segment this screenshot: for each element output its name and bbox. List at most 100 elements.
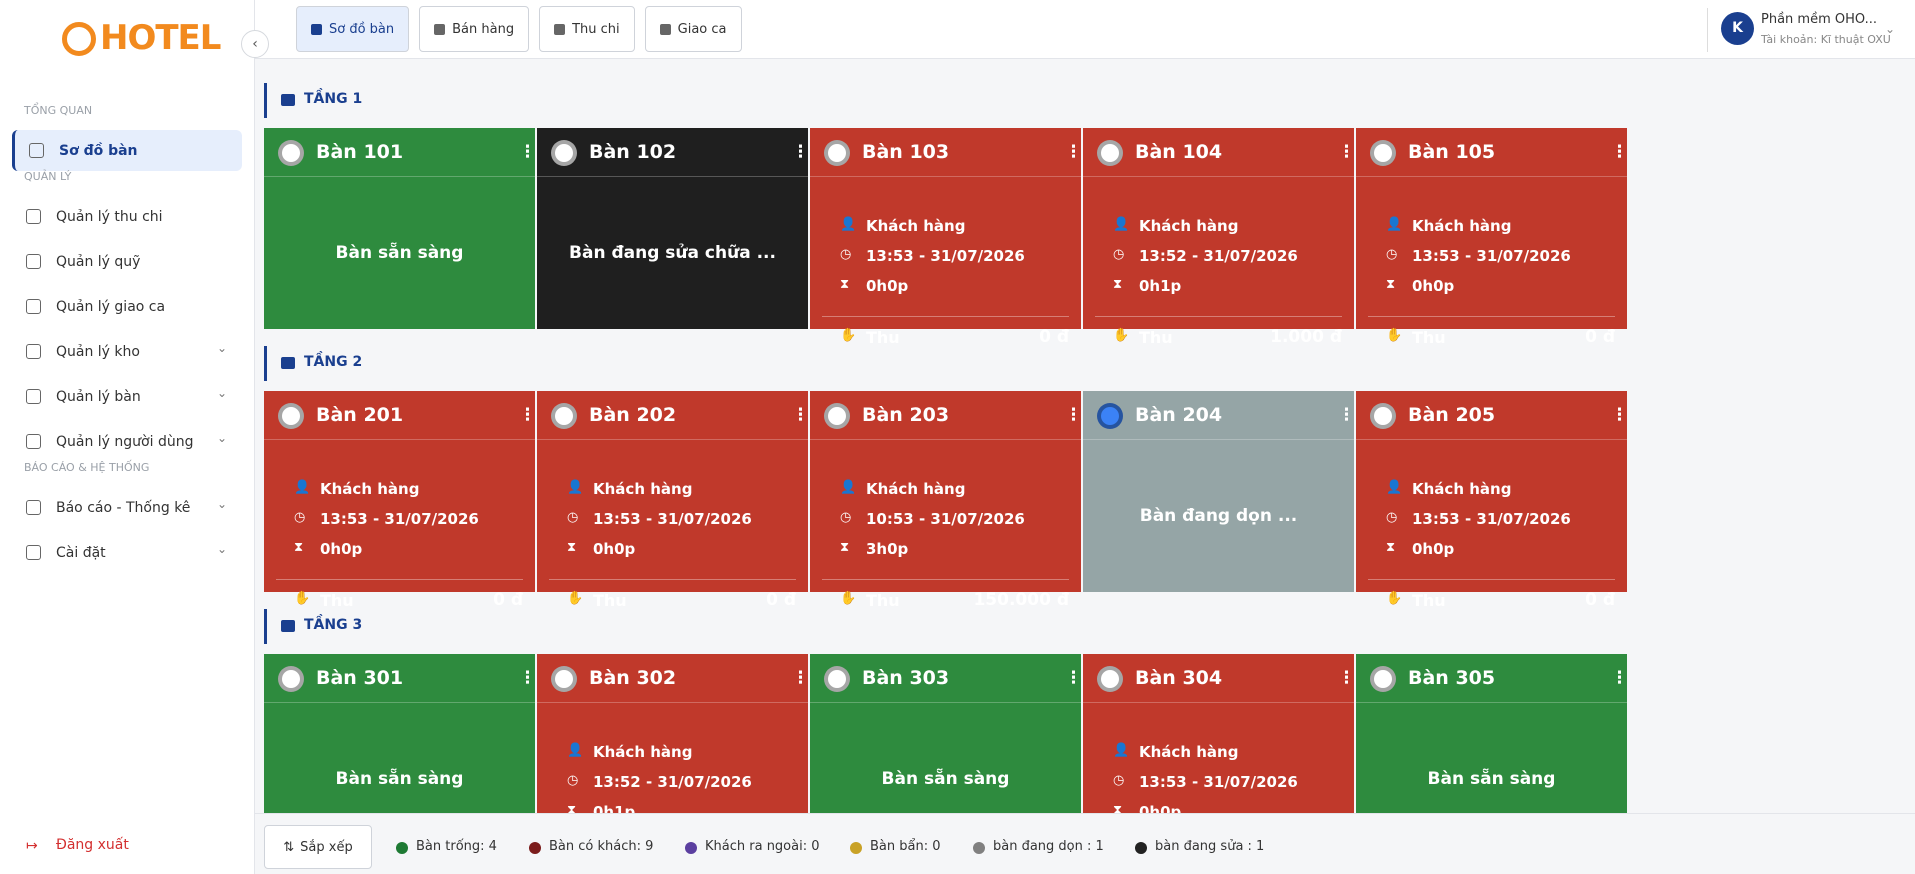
- table-card[interactable]: Bàn 302 ⋮ 👤 Khách hàng ◷ 13:52 - 31/07/2026 ⧗ 0…: [537, 654, 809, 813]
- sort-icon: ⇅: [283, 839, 295, 855]
- tab-label: Bán hàng: [452, 21, 515, 37]
- logo: HOTEL: [100, 18, 221, 58]
- user-account: Tài khoản: Kĩ thuật OXU: [1761, 33, 1891, 46]
- menu-icon: [29, 143, 44, 158]
- table-customer: Khách hàng: [593, 480, 693, 498]
- card-header: Bàn 101 ⋮: [264, 128, 536, 177]
- card-menu[interactable]: ⋮: [1065, 668, 1082, 688]
- card-menu[interactable]: ⋮: [519, 405, 536, 425]
- income-label: Thu: [1139, 328, 1173, 347]
- legend-dot: [1135, 842, 1147, 854]
- card-menu[interactable]: ⋮: [1065, 142, 1082, 162]
- table-card[interactable]: Bàn 201 ⋮ 👤 Khách hàng ◷ 13:53 - 31/07/2026 ⧗ 0…: [264, 391, 536, 610]
- amount: 0 đ: [1039, 327, 1069, 347]
- menu-item[interactable]: Quản lý thu chi: [12, 196, 242, 237]
- row-icon: ◷: [294, 510, 306, 525]
- card-menu[interactable]: ⋮: [792, 142, 809, 162]
- table-status: Bàn sẵn sàng: [335, 243, 464, 263]
- collapse-button[interactable]: ‹: [241, 30, 269, 58]
- menu-item[interactable]: Quản lý kho ⌄: [12, 331, 242, 372]
- menu-item[interactable]: Sơ đồ bàn: [12, 130, 242, 171]
- table-card[interactable]: Bàn 202 ⋮ 👤 Khách hàng ◷ 13:53 - 31/07/2026 ⧗ 0…: [537, 391, 809, 610]
- table-icon: [551, 140, 577, 166]
- legend-label: Bàn trống: 4: [416, 839, 497, 854]
- card-menu[interactable]: ⋮: [1338, 405, 1355, 425]
- card-menu[interactable]: ⋮: [1611, 405, 1628, 425]
- menu-item[interactable]: Quản lý giao ca: [12, 286, 242, 327]
- row-icon: ◷: [1113, 247, 1125, 262]
- menu-item[interactable]: Quản lý người dùng ⌄: [12, 421, 242, 462]
- menu-icon: [26, 254, 41, 269]
- table-time: 13:53 - 31/07/2026: [1412, 247, 1571, 265]
- card-menu[interactable]: ⋮: [519, 142, 536, 162]
- menu-item[interactable]: Quản lý bàn ⌄: [12, 376, 242, 417]
- legend-label: Bàn bẩn: 0: [870, 839, 941, 854]
- section-title: BÁO CÁO & HỆ THỐNG: [24, 461, 150, 474]
- amount: 0 đ: [766, 590, 796, 610]
- table-time: 10:53 - 31/07/2026: [866, 510, 1025, 528]
- legend-dot: [396, 842, 408, 854]
- tab[interactable]: Thu chi: [539, 6, 635, 52]
- card-menu[interactable]: ⋮: [1338, 668, 1355, 688]
- card-menu[interactable]: ⋮: [792, 668, 809, 688]
- table-customer: Khách hàng: [320, 480, 420, 498]
- table-card[interactable]: Bàn 204 ⋮ Bàn đang dọn ...: [1083, 391, 1355, 592]
- menu-item[interactable]: Cài đặt ⌄: [12, 532, 242, 573]
- table-card[interactable]: Bàn 301 ⋮ Bàn sẵn sàng: [264, 654, 536, 813]
- floor-bar: [264, 346, 267, 381]
- income-icon: ✋: [1386, 591, 1403, 606]
- table-card[interactable]: Bàn 104 ⋮ 👤 Khách hàng ◷ 13:52 - 31/07/2026 ⧗ 0…: [1083, 128, 1355, 347]
- legend-label: bàn đang dọn : 1: [993, 839, 1104, 854]
- expand-arrow: ⌄: [217, 542, 228, 556]
- tab[interactable]: Sơ đồ bàn: [296, 6, 410, 52]
- table-customer: Khách hàng: [866, 480, 966, 498]
- user-menu-arrow[interactable]: ⌄: [1885, 22, 1896, 36]
- sort-button[interactable]: ⇅ Sắp xếp: [264, 825, 372, 869]
- menu-item[interactable]: Báo cáo - Thống kê ⌄: [12, 487, 242, 528]
- table-customer: Khách hàng: [866, 217, 966, 235]
- footer: ⇅ Sắp xếp Bàn trống: 4 Bàn có khách: 9 Khác…: [255, 813, 1915, 874]
- table-card[interactable]: Bàn 305 ⋮ Bàn sẵn sàng: [1356, 654, 1628, 813]
- table-name: Bàn 303: [862, 667, 950, 689]
- table-card[interactable]: Bàn 304 ⋮ 👤 Khách hàng ◷ 13:53 - 31/07/2026 ⧗ 0…: [1083, 654, 1355, 813]
- logout[interactable]: Đăng xuất: [56, 837, 129, 853]
- legend-label: Khách ra ngoài: 0: [705, 839, 820, 854]
- tab[interactable]: Giao ca: [644, 6, 742, 52]
- floor-name: TẦNG 1: [304, 91, 363, 107]
- row-icon: ⧗: [1386, 540, 1396, 555]
- table-duration: 0h0p: [1412, 540, 1455, 558]
- table-card[interactable]: Bàn 205 ⋮ 👤 Khách hàng ◷ 13:53 - 31/07/2026 ⧗ 0…: [1356, 391, 1628, 610]
- card-menu[interactable]: ⋮: [1065, 405, 1082, 425]
- card-header: Bàn 202 ⋮: [537, 391, 809, 440]
- table-icon: [278, 666, 304, 692]
- table-card[interactable]: Bàn 303 ⋮ Bàn sẵn sàng: [810, 654, 1082, 813]
- logout-icon: ↦: [26, 838, 38, 854]
- card-menu[interactable]: ⋮: [1611, 668, 1628, 688]
- table-name: Bàn 203: [862, 404, 950, 426]
- row-icon: 👤: [1113, 217, 1130, 232]
- card-header: Bàn 105 ⋮: [1356, 128, 1628, 177]
- section-title: TỔNG QUAN: [24, 104, 93, 117]
- menu-icon: [26, 545, 41, 560]
- table-duration: 0h1p: [593, 803, 636, 813]
- table-card[interactable]: Bàn 105 ⋮ 👤 Khách hàng ◷ 13:53 - 31/07/2026 ⧗ 0…: [1356, 128, 1628, 347]
- legend-dot: [973, 842, 985, 854]
- card-menu[interactable]: ⋮: [519, 668, 536, 688]
- card-menu[interactable]: ⋮: [1611, 142, 1628, 162]
- table-card[interactable]: Bàn 103 ⋮ 👤 Khách hàng ◷ 13:53 - 31/07/2026 ⧗ 0…: [810, 128, 1082, 347]
- avatar[interactable]: K: [1721, 12, 1754, 45]
- menu-item[interactable]: Quản lý quỹ: [12, 241, 242, 282]
- income-label: Thu: [1412, 328, 1446, 347]
- card-menu[interactable]: ⋮: [792, 405, 809, 425]
- card-menu[interactable]: ⋮: [1338, 142, 1355, 162]
- table-card[interactable]: Bàn 203 ⋮ 👤 Khách hàng ◷ 10:53 - 31/07/2026 ⧗ 3…: [810, 391, 1082, 610]
- table-card[interactable]: Bàn 101 ⋮ Bàn sẵn sàng: [264, 128, 536, 329]
- income-icon: ✋: [1113, 328, 1130, 343]
- card-header: Bàn 304 ⋮: [1083, 654, 1355, 703]
- table-icon: [1097, 140, 1123, 166]
- table-card[interactable]: Bàn 102 ⋮ Bàn đang sửa chữa ...: [537, 128, 809, 329]
- table-icon: [551, 403, 577, 429]
- tab[interactable]: Bán hàng: [419, 6, 530, 52]
- amount: 0 đ: [1585, 327, 1615, 347]
- table-name: Bàn 101: [316, 141, 404, 163]
